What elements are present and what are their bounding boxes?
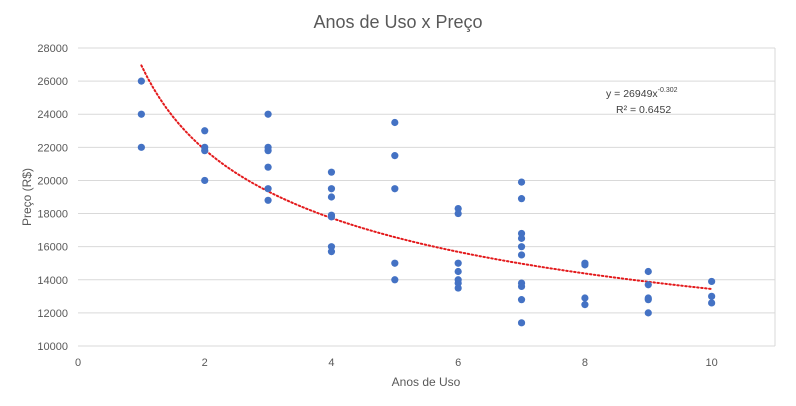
data-points bbox=[137, 77, 716, 327]
data-point bbox=[137, 110, 145, 118]
x-tick-label: 2 bbox=[202, 357, 208, 369]
power-trendline bbox=[140, 64, 713, 290]
trendline-equation: y = 26949x-0.302 bbox=[606, 87, 678, 100]
data-point bbox=[327, 168, 336, 176]
data-point bbox=[391, 152, 399, 160]
data-point bbox=[327, 185, 336, 193]
y-tick-label: 20000 bbox=[37, 175, 68, 187]
data-point bbox=[708, 277, 716, 286]
data-point bbox=[264, 147, 272, 155]
data-point bbox=[454, 279, 462, 287]
data-point bbox=[137, 77, 145, 85]
trendline-equation-base: y = 26949x bbox=[606, 88, 658, 100]
y-tick-label: 24000 bbox=[37, 109, 68, 121]
x-tick-label: 4 bbox=[328, 357, 334, 369]
data-point bbox=[517, 251, 526, 259]
data-point bbox=[327, 213, 336, 221]
data-point bbox=[517, 282, 526, 290]
data-point bbox=[581, 301, 589, 309]
data-point bbox=[454, 209, 462, 218]
y-tick-label: 22000 bbox=[37, 142, 68, 154]
data-point bbox=[454, 204, 462, 213]
x-axis-ticks: 0 2 4 6 8 10 bbox=[75, 357, 718, 369]
data-point bbox=[454, 267, 462, 276]
gridlines bbox=[78, 47, 776, 347]
data-point bbox=[644, 309, 652, 317]
data-point bbox=[264, 196, 272, 204]
data-point bbox=[644, 296, 652, 304]
data-point bbox=[391, 118, 399, 127]
data-point bbox=[327, 248, 336, 256]
data-point bbox=[201, 176, 209, 185]
x-tick-label: 6 bbox=[455, 357, 461, 369]
data-point bbox=[264, 185, 272, 193]
trendline-r-squared: R² = 0.6452 bbox=[616, 104, 671, 116]
data-point bbox=[581, 261, 589, 269]
x-tick-label: 8 bbox=[582, 357, 588, 369]
x-axis-title: Anos de Uso bbox=[392, 375, 461, 389]
y-axis-ticks: 10000 12000 14000 16000 18000 20000 22000 24000… bbox=[37, 43, 68, 353]
data-point bbox=[391, 259, 399, 267]
data-point bbox=[581, 294, 589, 302]
trendline-layer bbox=[140, 64, 713, 290]
data-point bbox=[517, 178, 526, 186]
data-point bbox=[327, 243, 336, 251]
data-point bbox=[201, 127, 209, 135]
data-point bbox=[644, 281, 652, 289]
y-tick-label: 18000 bbox=[37, 209, 68, 221]
x-tick-label: 10 bbox=[706, 357, 718, 369]
data-point bbox=[391, 185, 399, 193]
data-point bbox=[517, 234, 526, 242]
data-point bbox=[454, 259, 462, 267]
data-point bbox=[264, 110, 272, 118]
y-tick-label: 28000 bbox=[37, 43, 68, 55]
data-point bbox=[201, 147, 209, 155]
data-point bbox=[517, 195, 526, 203]
y-tick-label: 26000 bbox=[37, 76, 68, 88]
chart-title: Anos de Uso x Preço bbox=[313, 12, 482, 32]
y-tick-label: 14000 bbox=[37, 275, 68, 287]
data-point bbox=[708, 292, 716, 300]
data-point bbox=[517, 296, 526, 304]
x-tick-label: 0 bbox=[75, 357, 81, 369]
data-point bbox=[264, 163, 272, 171]
data-point bbox=[517, 243, 526, 251]
data-point bbox=[327, 193, 336, 201]
y-tick-label: 12000 bbox=[37, 308, 68, 320]
y-tick-label: 16000 bbox=[37, 242, 68, 254]
y-tick-label: 10000 bbox=[37, 341, 68, 353]
data-point bbox=[517, 319, 526, 327]
y-axis-title: Preço (R$) bbox=[20, 168, 34, 226]
data-point bbox=[708, 299, 716, 307]
data-point bbox=[454, 284, 462, 292]
data-point bbox=[517, 229, 526, 238]
data-point bbox=[137, 143, 145, 151]
data-point bbox=[391, 276, 399, 284]
trendline-equation-exponent: -0.302 bbox=[658, 87, 678, 94]
data-point bbox=[644, 267, 652, 276]
